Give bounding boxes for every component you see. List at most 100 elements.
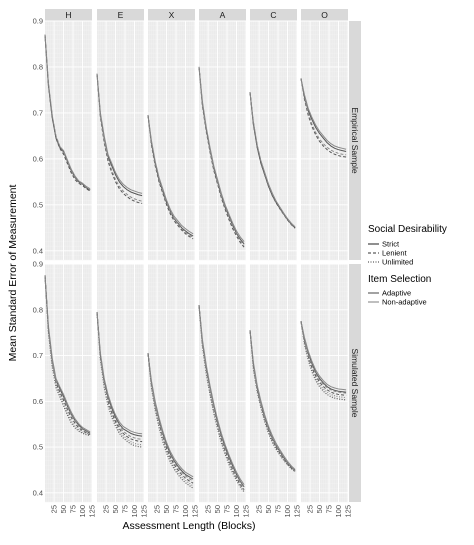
y-tick-label: 0.7 — [33, 351, 43, 360]
x-tick-label: 75 — [172, 505, 181, 513]
series-line-unlimited-adaptive — [44, 275, 91, 437]
row-strip-simulated: Simulated Sample — [349, 264, 361, 502]
facet-strip-a: A — [199, 9, 246, 21]
series-line-lenient-non-adaptive — [147, 115, 194, 238]
series-line-lenient-adaptive — [147, 115, 194, 240]
x-tick-label: 100 — [130, 505, 139, 518]
x-tick-label: 75 — [325, 505, 334, 513]
row-strip-empirical: Empirical Sample — [349, 21, 361, 260]
x-tick-label: 100 — [334, 505, 343, 518]
legend-label: Lenient — [382, 249, 408, 258]
y-tick-label: 0.4 — [33, 246, 43, 255]
x-tick-label: 50 — [111, 505, 120, 513]
x-tick-label: 50 — [59, 505, 68, 513]
y-tick-label: 0.8 — [33, 62, 43, 71]
legend-label: Strict — [382, 240, 400, 249]
x-tick-label: 75 — [69, 505, 78, 513]
y-tick-label: 0.9 — [33, 260, 43, 269]
series-line-lenient-non-adaptive — [300, 321, 347, 394]
y-tick-label: 0.4 — [33, 488, 43, 497]
facet-strip-x: X — [148, 9, 195, 21]
legend: Social Desirability StrictLenientUnlimite… — [368, 224, 447, 307]
legend-item-strict: Strict — [368, 240, 400, 249]
panel-x-simulated — [147, 263, 196, 503]
series-line-strict-adaptive — [96, 312, 143, 437]
legend-item-lenient: Lenient — [368, 249, 408, 258]
panel-h-empirical — [44, 20, 93, 261]
legend-label: Unlimited — [382, 258, 413, 267]
legend-item-adaptive: Adaptive — [368, 289, 411, 298]
series-line-strict-non-adaptive — [147, 353, 194, 478]
panel-e-simulated — [96, 263, 145, 503]
x-tick-label: 100 — [232, 505, 241, 518]
panel-c-empirical — [249, 20, 298, 261]
y-tick-label: 0.8 — [33, 305, 43, 314]
panel-e-empirical — [96, 20, 145, 261]
series-line-lenient-adaptive — [96, 73, 143, 204]
series-line-strict-non-adaptive — [300, 321, 347, 391]
legend-item-unlimited: Unlimited — [368, 258, 413, 267]
x-tick-label: 125 — [293, 505, 302, 518]
y-tick-label: 0.5 — [33, 200, 43, 209]
facet-strip-o: O — [301, 9, 348, 21]
x-tick-label: 50 — [264, 505, 273, 513]
x-tick-label: 125 — [344, 505, 353, 518]
x-tick-label: 25 — [255, 505, 264, 513]
series-line-unlimited-non-adaptive — [147, 353, 194, 487]
x-tick-label: 25 — [50, 505, 59, 513]
x-tick-label: 125 — [242, 505, 251, 518]
series-line-lenient-non-adaptive — [147, 353, 194, 482]
facet-strip-e: E — [97, 9, 144, 21]
panel-a-simulated — [198, 263, 247, 503]
series-line-lenient-adaptive — [300, 78, 347, 158]
x-tick-label: 50 — [162, 505, 171, 513]
x-tick-label: 25 — [102, 505, 111, 513]
row-strip-label: Empirical Sample — [350, 107, 360, 173]
panel-h-simulated — [44, 263, 93, 503]
facet-strip-label: C — [270, 10, 276, 20]
panels-layer: H E X A C O Empirical Sample Simulated Sample — [44, 9, 361, 503]
y-tick-label: 0.6 — [33, 397, 43, 406]
series-line-unlimited-adaptive — [198, 305, 245, 493]
x-tick-label: 25 — [153, 505, 162, 513]
tick-labels-layer: 0.40.50.60.70.80.90.40.50.60.70.80.925 50… — [33, 17, 353, 518]
legend-title-social-desirability: Social Desirability — [368, 224, 447, 235]
x-tick-label: 25 — [306, 505, 315, 513]
series-line-lenient-non-adaptive — [300, 78, 347, 156]
series-line-strict-adaptive — [300, 78, 347, 153]
facet-strip-label: O — [321, 10, 328, 20]
panel-o-empirical — [300, 20, 349, 261]
legend-item-non-adaptive: Non-adaptive — [368, 298, 427, 307]
y-tick-label: 0.6 — [33, 154, 43, 163]
y-tick-label: 0.7 — [33, 108, 43, 117]
series-line-strict-non-adaptive — [96, 73, 143, 194]
series-line-lenient-non-adaptive — [96, 73, 143, 202]
legend-label: Adaptive — [382, 289, 411, 298]
facet-strip-label: X — [169, 10, 175, 20]
series-line-lenient-non-adaptive — [198, 66, 245, 246]
y-tick-label: 0.5 — [33, 443, 43, 452]
series-line-lenient-adaptive — [44, 34, 91, 192]
legend-label: Non-adaptive — [382, 298, 427, 307]
x-tick-label: 125 — [191, 505, 200, 518]
facet-strip-c: C — [250, 9, 297, 21]
facet-strip-label: H — [65, 10, 71, 20]
legend-title-item-selection: Item Selection — [368, 274, 431, 285]
x-tick-label: 75 — [121, 505, 130, 513]
series-line-unlimited-non-adaptive — [249, 330, 296, 472]
x-tick-label: 25 — [204, 505, 213, 513]
series-line-strict-non-adaptive — [198, 305, 245, 485]
series-line-unlimited-non-adaptive — [198, 305, 245, 491]
x-tick-label: 100 — [283, 505, 292, 518]
facet-strip-label: A — [220, 10, 226, 20]
x-tick-label: 75 — [223, 505, 232, 513]
x-tick-label: 50 — [213, 505, 222, 513]
series-line-strict-non-adaptive — [300, 78, 347, 150]
x-axis-title: Assessment Length (Blocks) — [122, 520, 255, 532]
series-line-unlimited-non-adaptive — [44, 275, 91, 435]
series-line-lenient-non-adaptive — [96, 312, 143, 440]
panel-a-empirical — [198, 20, 247, 261]
facet-strip-h: H — [45, 9, 92, 21]
x-tick-label: 75 — [274, 505, 283, 513]
